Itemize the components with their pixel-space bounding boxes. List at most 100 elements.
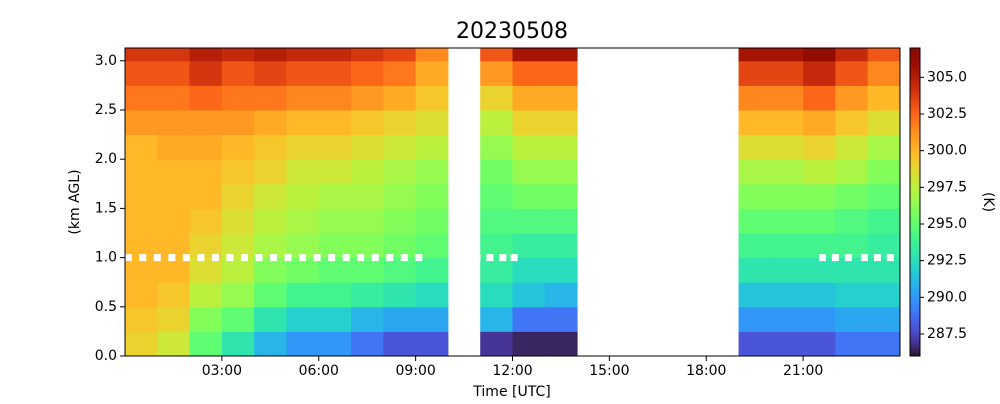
heatmap-cell — [125, 208, 158, 234]
colorbar-tick-label: 295.0 — [927, 216, 967, 232]
heatmap-cell — [512, 232, 546, 259]
heatmap-cell — [351, 232, 384, 259]
marker — [153, 254, 161, 262]
x-tick-label: 12:00 — [492, 363, 532, 379]
marker — [342, 254, 350, 262]
colorbar-swatch — [910, 257, 920, 262]
heatmap-cell — [157, 134, 191, 160]
heatmap-cell — [383, 159, 417, 185]
heatmap-cell — [544, 282, 578, 308]
heatmap-cell — [480, 134, 513, 160]
heatmap-cell — [157, 48, 191, 62]
colorbar-swatch — [910, 288, 920, 292]
marker — [386, 254, 394, 262]
heatmap-cell — [835, 48, 869, 62]
heatmap-cell — [544, 159, 578, 185]
heatmap-cell — [286, 331, 320, 357]
heatmap-cell — [318, 306, 352, 332]
heatmap-cell — [415, 208, 449, 234]
marker — [886, 254, 894, 262]
heatmap-cell — [512, 306, 546, 332]
colorbar-swatch — [910, 272, 920, 277]
colorbar-swatch — [910, 235, 920, 240]
heatmap-cell — [286, 85, 320, 111]
marker — [197, 254, 205, 262]
marker — [860, 254, 868, 262]
heatmap-cell — [189, 331, 223, 357]
heatmap-cell — [415, 60, 449, 86]
heatmap-cell — [189, 48, 223, 62]
heatmap-cell — [512, 60, 546, 86]
heatmap-cell — [383, 134, 417, 160]
heatmap-cell — [157, 109, 191, 136]
heatmap-cell — [254, 208, 287, 234]
colorbar-swatch — [910, 125, 920, 129]
heatmap-cell — [803, 109, 836, 136]
colorbar-swatch — [910, 300, 920, 305]
heatmap-cell — [867, 60, 901, 86]
colorbar-swatch — [910, 180, 920, 185]
heatmap-cell — [125, 306, 158, 332]
heatmap-cell — [512, 48, 546, 62]
heatmap-cell — [512, 109, 546, 136]
colorbar-swatch — [910, 115, 920, 120]
heatmap-cell — [738, 282, 772, 308]
heatmap-cell — [383, 208, 417, 234]
heatmap-cell — [383, 48, 417, 62]
heatmap-cell — [738, 183, 772, 209]
heatmap-cell — [189, 159, 223, 185]
colorbar-swatch — [910, 340, 920, 345]
heatmap-cell — [189, 60, 223, 86]
heatmap-cell — [835, 60, 869, 86]
heatmap-cell — [189, 282, 223, 308]
marker — [255, 254, 263, 262]
marker — [299, 254, 307, 262]
heatmap-cell — [415, 85, 449, 111]
heatmap-cell — [738, 331, 772, 357]
heatmap-cell — [544, 331, 578, 357]
heatmap-cell — [157, 208, 191, 234]
heatmap-cell — [383, 331, 417, 357]
heatmap-cell — [544, 208, 578, 234]
colorbar-swatch — [910, 285, 920, 289]
heatmap-cell — [867, 282, 901, 308]
heatmap-cell — [480, 183, 513, 209]
colorbar-swatch — [910, 205, 920, 209]
heatmap-cell — [286, 60, 320, 86]
colorbar-swatch — [910, 146, 920, 151]
heatmap-cell — [803, 134, 836, 160]
colorbar-swatch — [910, 63, 920, 67]
heatmap-cell — [221, 109, 255, 136]
heatmap-cell — [318, 159, 352, 185]
heatmap-cell — [254, 183, 287, 209]
marker — [226, 254, 234, 262]
colorbar-swatch — [910, 226, 920, 231]
heatmap-cell — [351, 257, 384, 283]
x-tick-label: 15:00 — [589, 363, 629, 379]
heatmap-cell — [544, 134, 578, 160]
heatmap-cell — [221, 48, 255, 62]
heatmap-cell — [803, 60, 836, 86]
heatmap-cell — [415, 134, 449, 160]
colorbar-swatch — [910, 149, 920, 154]
heatmap-cell — [738, 159, 772, 185]
colorbar-swatch — [910, 118, 920, 123]
heatmap-cell — [835, 257, 869, 283]
heatmap-cell — [835, 306, 869, 332]
heatmap-cell — [835, 109, 869, 136]
colorbar-swatch — [910, 217, 920, 221]
heatmap-cell — [157, 60, 191, 86]
colorbar-swatch — [910, 100, 920, 104]
marker — [473, 254, 481, 262]
heatmap-cell — [157, 159, 191, 185]
marker — [240, 254, 248, 262]
colorbar-swatch — [910, 238, 920, 243]
heatmap-cell — [189, 208, 223, 234]
heatmap-cell — [738, 60, 772, 86]
heatmap-cell — [221, 60, 255, 86]
heatmap-cell — [738, 232, 772, 259]
heatmap-cell — [254, 159, 287, 185]
heatmap-cell — [189, 232, 223, 259]
heatmap-cell — [125, 232, 158, 259]
colorbar-swatch — [910, 195, 920, 200]
